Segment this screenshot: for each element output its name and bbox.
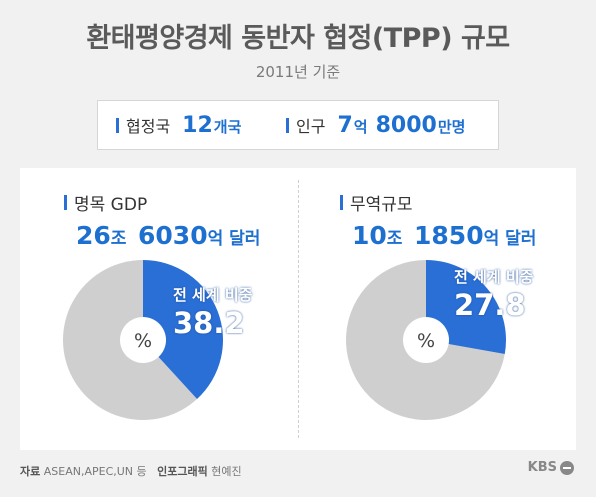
gdp-share-percent: 38.2 [173, 306, 245, 340]
trade-pie-center [403, 317, 449, 363]
trade-label-row: 무역규모 [340, 190, 536, 215]
bullet-bar [340, 195, 343, 210]
members-unit: 개국 [213, 117, 242, 136]
gdp-share-caption: 전 세계 비중 [173, 286, 253, 304]
summary-population: 인구 7 억 8000 만명 [286, 113, 465, 138]
page-subtitle: 2011년 기준 [255, 63, 341, 81]
trade-metric: 무역규모 10조 1850억 달러 [340, 190, 536, 250]
logo-mark-icon [560, 460, 574, 475]
gdp-value-unit2: 억 달러 [207, 229, 261, 249]
trade-value: 10조 1850억 달러 [352, 221, 536, 250]
trade-pie-center-label: % [417, 330, 435, 352]
source-footer: 자료 ASEAN,APEC,UN 등 인포그래픽 현예진 [20, 463, 242, 479]
gdp-pie-slice-share [143, 260, 224, 400]
members-label: 협정국 [126, 116, 171, 136]
trade-value-unit2: 억 달러 [483, 229, 537, 249]
panel-divider [298, 180, 299, 438]
graphic-value: 현예진 [211, 465, 242, 478]
gdp-pie-chart: % [63, 260, 224, 420]
gdp-value-num1: 26 [76, 221, 111, 250]
trade-pie-chart: % [346, 260, 506, 420]
logo-text: KBS [527, 460, 557, 475]
trade-share-caption: 전 세계 비중 [454, 268, 534, 286]
population-unit-2: 만명 [437, 117, 466, 136]
trade-value-num1: 10 [352, 221, 387, 250]
population-value-2: 8000 [375, 112, 437, 138]
gdp-value: 26조 6030억 달러 [76, 221, 260, 250]
gdp-value-unit1: 조 [110, 229, 127, 249]
summary-members: 협정국 12 개국 [116, 113, 241, 138]
trade-value-unit1: 조 [386, 229, 403, 249]
gdp-share-label: 전 세계 비중 38.2 [173, 284, 252, 340]
gdp-metric: 명목 GDP 26조 6030억 달러 [64, 190, 260, 250]
source-value: ASEAN,APEC,UN 등 [43, 465, 147, 478]
population-value-1: 7 [337, 112, 353, 138]
gdp-pie-center-label: % [134, 330, 152, 352]
trade-share-label: 전 세계 비중 27.8 [454, 266, 533, 322]
trade-share-percent: 27.8 [454, 288, 526, 322]
bullet-bar [286, 117, 289, 133]
kbs-logo: KBS [528, 460, 574, 475]
gdp-label-row: 명목 GDP [64, 190, 260, 215]
trade-value-num2: 1850 [414, 221, 484, 250]
gdp-pie-center [120, 317, 166, 363]
population-unit-1: 억 [353, 117, 368, 136]
bullet-bar [64, 195, 67, 210]
source-label: 자료 [20, 465, 41, 478]
summary-box: 협정국 12 개국 인구 7 억 8000 만명 [97, 100, 499, 150]
population-label: 인구 [296, 116, 326, 136]
trade-title: 무역규모 [350, 195, 413, 215]
page-title: 환태평양경제 동반자 협정(TPP) 규모 [86, 23, 510, 54]
gdp-value-num2: 6030 [138, 221, 208, 250]
bullet-bar [116, 117, 119, 133]
graphic-label: 인포그래픽 [157, 465, 208, 478]
gdp-title: 명목 GDP [74, 195, 148, 215]
charts-panel: 명목 GDP 26조 6030억 달러 무역규모 10조 1850억 달러 % … [20, 168, 576, 450]
members-value: 12 [182, 112, 213, 138]
